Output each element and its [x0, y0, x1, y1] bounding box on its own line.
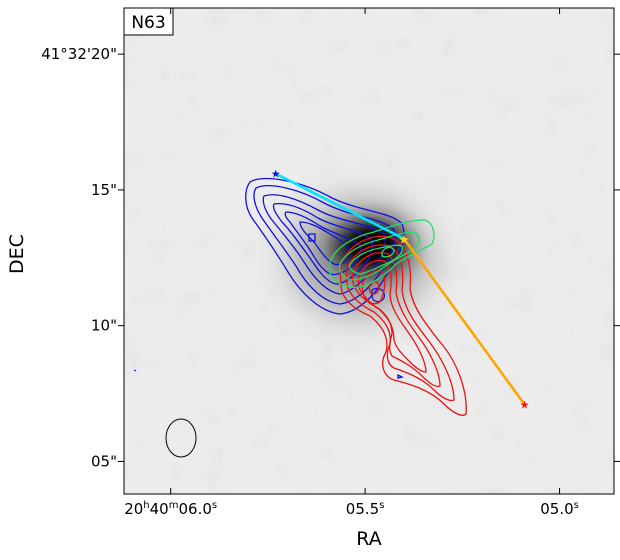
blue-contours: [245, 177, 405, 379]
y-tick-label: 41°32'20": [41, 45, 117, 63]
panel-label: N63: [123, 7, 174, 36]
y-tick-label: 10": [91, 317, 117, 335]
blue-contour: [371, 287, 385, 303]
blue-contour: [262, 194, 386, 295]
x-tick-labels: 20h40m06.0s 05.5s 05.0s: [124, 500, 579, 518]
orange-jet-endpoint: ★: [520, 398, 530, 411]
plot-area: ★ ★ ★ N63: [123, 7, 615, 495]
jets: ★ ★ ★: [271, 168, 530, 412]
x-tick-label: 20h40m06.0s: [124, 500, 217, 518]
stray-blue-tick: [133, 369, 137, 372]
blue-contour: [397, 373, 404, 379]
source-center-marker: ★: [398, 233, 410, 248]
blue-contour: [299, 221, 351, 266]
panel-label-text: N63: [131, 13, 165, 33]
green-contour: [329, 219, 435, 288]
green-contours: [329, 219, 435, 288]
axes-frame: [123, 7, 615, 495]
y-axis-label: DEC: [6, 234, 28, 274]
blue-contour: [308, 233, 316, 242]
beam-ellipse: [165, 418, 197, 458]
beam: [165, 418, 197, 458]
cyan-jet-line: [275, 172, 405, 240]
x-axis-label: RA: [356, 528, 381, 550]
red-contour: [357, 259, 427, 373]
y-tick-labels: 41°32'20" 15" 10" 05": [41, 45, 117, 470]
cyan-jet-endpoint: ★: [271, 168, 281, 181]
blue-contour: [245, 177, 405, 315]
y-tick-label: 15": [91, 181, 117, 199]
orange-jet-line: [402, 238, 526, 406]
green-contour: [348, 244, 404, 275]
panel-label-box: [123, 7, 174, 36]
y-tick-label: 05": [91, 452, 117, 470]
blue-contour: [253, 185, 396, 305]
x-tick-label: 05.0s: [540, 500, 579, 518]
green-contour: [381, 246, 395, 258]
red-contour: [339, 235, 467, 416]
x-tick-label: 05.5s: [346, 500, 385, 518]
red-contour: [345, 244, 455, 402]
axis-ticks: [118, 8, 620, 494]
